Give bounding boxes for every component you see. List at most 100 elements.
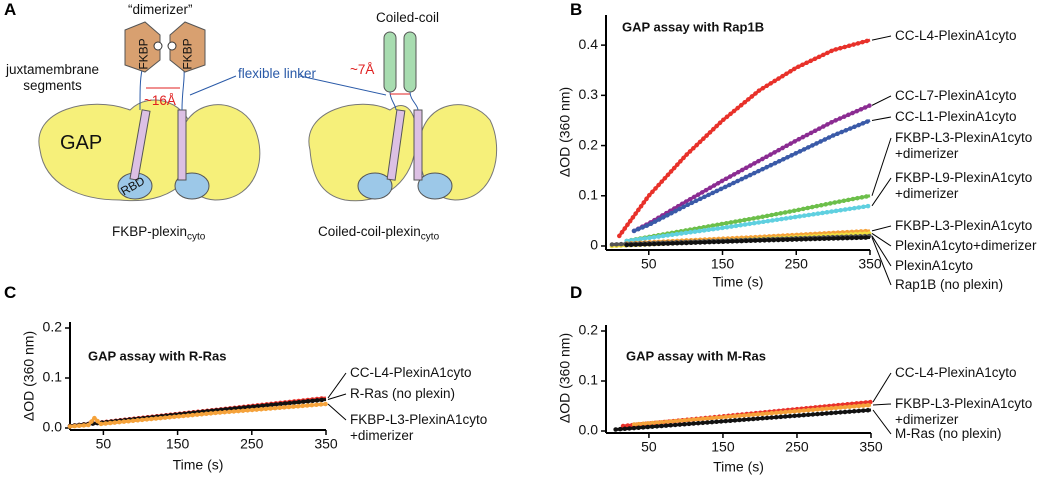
dimerizer xyxy=(153,41,163,51)
y-axis-label: ΔOD (360 nm) xyxy=(557,87,573,177)
legend-label: CC-L4-PlexinA1cyto xyxy=(350,365,472,380)
legend-label: R-Ras (no plexin) xyxy=(350,386,456,401)
data-line-core xyxy=(69,402,327,428)
diagram-label: FKBP xyxy=(180,38,195,70)
leader-line xyxy=(871,225,892,232)
dimerizer xyxy=(167,41,177,51)
legend-label: M-Ras (no plexin) xyxy=(895,426,1002,441)
fkbp xyxy=(169,21,206,73)
y-tick-label: 0.1 xyxy=(43,369,63,385)
diagram-label: ~7Å xyxy=(350,62,375,77)
leader-line xyxy=(871,95,892,106)
panel-letter: C xyxy=(4,283,17,302)
x-tick-label: 350 xyxy=(858,256,882,272)
juxtamembrane xyxy=(177,109,187,181)
x-tick-label: 250 xyxy=(240,436,264,452)
legend-label: CC-L1-PlexinA1cyto xyxy=(895,109,1017,124)
legend-label: FKBP-L3-PlexinA1cyto xyxy=(895,218,1033,233)
x-axis-label: Time (s) xyxy=(713,459,764,475)
leader-line xyxy=(871,235,892,267)
diagram-label: Coiled-coil xyxy=(376,10,440,25)
x-tick-label: 250 xyxy=(785,256,809,272)
diagram-label: “dimerizer” xyxy=(128,2,193,17)
x-tick-label: 150 xyxy=(711,439,735,455)
y-tick-label: 0.2 xyxy=(579,136,599,152)
leader-line xyxy=(871,116,892,121)
data-line-core xyxy=(626,204,871,243)
x-tick-label: 150 xyxy=(711,256,735,272)
rbd-domain xyxy=(417,172,453,200)
data-line xyxy=(617,37,873,239)
caption-text: Coiled-coil-plexin xyxy=(318,224,421,239)
y-tick-label: 0.0 xyxy=(579,422,599,438)
juxtamembrane xyxy=(413,109,423,181)
leader-line xyxy=(872,372,892,403)
leader-line xyxy=(872,409,892,435)
x-tick-label: 350 xyxy=(314,436,338,452)
y-tick-label: 0.1 xyxy=(579,186,599,202)
x-tick-label: 50 xyxy=(641,439,657,455)
x-tick-label: 350 xyxy=(859,439,883,455)
leader-line xyxy=(327,403,347,421)
panel-letter: D xyxy=(570,283,583,302)
x-tick-label: 50 xyxy=(641,256,657,272)
caption-sub: cyto xyxy=(420,231,440,243)
data-line-core xyxy=(615,408,872,431)
leader-line xyxy=(327,372,347,399)
x-axis-label: Time (s) xyxy=(173,457,224,473)
legend-label: CC-L4-PlexinA1cyto xyxy=(895,28,1017,43)
leader xyxy=(189,75,387,96)
y-axis-label: ΔOD (360 nm) xyxy=(21,331,37,421)
y-tick-label: 0.2 xyxy=(43,319,63,335)
y-tick-label: 0.1 xyxy=(579,372,599,388)
x-axis-label: Time (s) xyxy=(713,274,764,290)
y-tick-label: 0 xyxy=(590,237,598,253)
x-tick-label: 50 xyxy=(96,436,112,452)
leader-line xyxy=(871,137,892,196)
diagram-label: GAP xyxy=(60,132,103,154)
coiled-coil xyxy=(383,31,397,93)
juxtamembrane xyxy=(386,109,406,181)
chart-title: GAP assay with R-Ras xyxy=(88,348,226,363)
fkbp xyxy=(124,21,161,73)
diagram-label: juxtamembrane segments xyxy=(6,62,100,93)
chart-title: GAP assay with M-Ras xyxy=(626,348,766,363)
leader-line xyxy=(871,233,892,247)
caption-sub: cyto xyxy=(187,231,206,243)
caption: FKBP-plexincyto xyxy=(112,224,205,246)
data-line-core xyxy=(633,119,871,233)
caption: Coiled-coil-plexincyto xyxy=(318,224,439,246)
leader-line xyxy=(327,393,347,400)
leader-line xyxy=(871,177,892,207)
leader-line xyxy=(871,237,892,286)
y-tick-label: 0.3 xyxy=(579,86,599,102)
leader-line xyxy=(871,35,892,41)
legend-label: CC-L4-PlexinA1cyto xyxy=(895,365,1017,380)
y-axis-label: ΔOD (360 nm) xyxy=(557,333,573,423)
panel-letter: B xyxy=(570,0,583,19)
leader-line xyxy=(872,403,892,406)
legend-label: FKBP-L3-PlexinA1cyto +dimerizer xyxy=(895,396,1033,427)
diagram-label: flexible linker xyxy=(238,66,317,81)
legend-label: Rap1B (no plexin) xyxy=(895,277,1004,292)
x-tick-label: 150 xyxy=(166,436,190,452)
y-tick-label: 0.4 xyxy=(579,36,599,52)
data-line-core xyxy=(618,38,871,237)
juxtamembrane xyxy=(129,109,151,181)
caption-text: FKBP-plexin xyxy=(112,224,188,239)
data-line-core xyxy=(626,235,871,247)
diagram-label: FKBP xyxy=(136,38,151,70)
panel-letter: A xyxy=(4,0,17,19)
y-tick-label: 0.0 xyxy=(43,419,63,435)
legend-label: FKBP-L3-PlexinA1cyto +dimerizer xyxy=(895,130,1033,161)
legend-label: PlexinA1cyto+dimerizer xyxy=(895,238,1037,253)
rbd-domain xyxy=(357,172,393,200)
data-line-core xyxy=(634,403,872,426)
legend-label: FKBP-L3-PlexinA1cyto +dimerizer xyxy=(350,412,488,443)
y-tick-label: 0.2 xyxy=(579,322,599,338)
diagram-shapes xyxy=(38,21,497,202)
coiled-coil xyxy=(403,31,417,93)
legend-label: PlexinA1cyto xyxy=(895,258,974,273)
